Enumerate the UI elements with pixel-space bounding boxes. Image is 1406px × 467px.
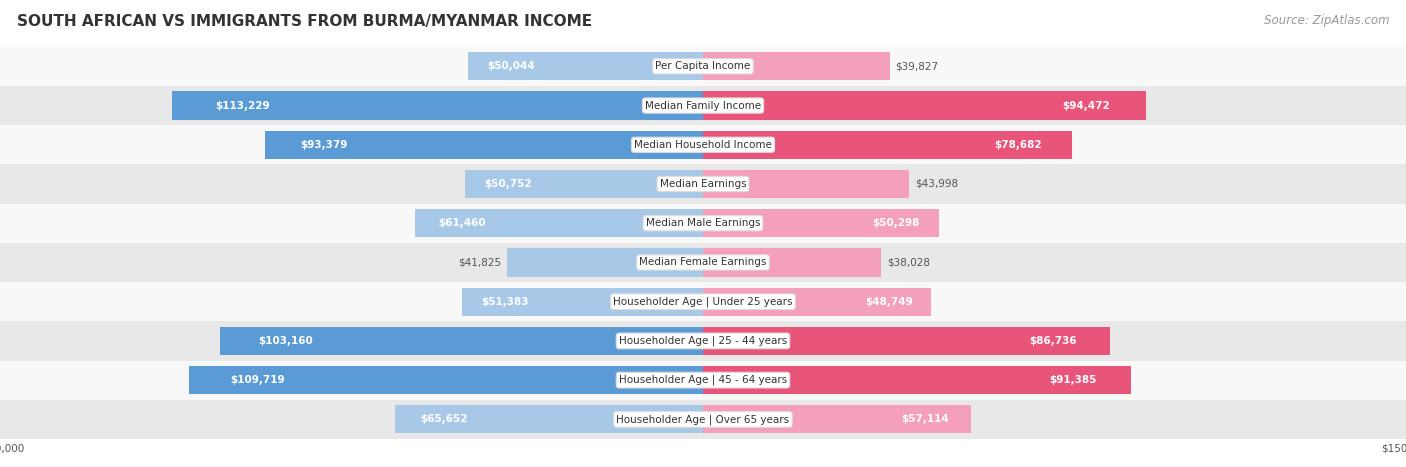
Text: $57,114: $57,114 <box>901 414 949 425</box>
Text: Median Earnings: Median Earnings <box>659 179 747 189</box>
Text: $50,752: $50,752 <box>484 179 531 189</box>
Text: $103,160: $103,160 <box>259 336 314 346</box>
Text: $94,472: $94,472 <box>1063 100 1111 111</box>
Text: $50,298: $50,298 <box>873 218 920 228</box>
Bar <box>0 204 1406 243</box>
Bar <box>703 170 910 198</box>
Text: $51,383: $51,383 <box>481 297 529 307</box>
Text: Median Female Earnings: Median Female Earnings <box>640 257 766 268</box>
Text: Householder Age | Over 65 years: Householder Age | Over 65 years <box>616 414 790 425</box>
Bar <box>173 92 703 120</box>
Text: $113,229: $113,229 <box>215 100 270 111</box>
Bar <box>0 282 1406 321</box>
Bar <box>703 327 1109 355</box>
Bar <box>703 92 1146 120</box>
Bar <box>703 288 931 316</box>
Text: $109,719: $109,719 <box>231 375 284 385</box>
Text: $41,825: $41,825 <box>458 257 502 268</box>
Bar <box>0 243 1406 282</box>
Text: Householder Age | 45 - 64 years: Householder Age | 45 - 64 years <box>619 375 787 385</box>
Bar <box>0 400 1406 439</box>
Bar <box>468 52 703 80</box>
Bar <box>703 52 890 80</box>
Text: Median Family Income: Median Family Income <box>645 100 761 111</box>
Bar <box>0 164 1406 204</box>
Text: Householder Age | Under 25 years: Householder Age | Under 25 years <box>613 297 793 307</box>
Text: $61,460: $61,460 <box>439 218 485 228</box>
Text: $65,652: $65,652 <box>420 414 467 425</box>
Bar <box>219 327 703 355</box>
Text: $38,028: $38,028 <box>887 257 929 268</box>
Text: Source: ZipAtlas.com: Source: ZipAtlas.com <box>1264 14 1389 27</box>
Bar <box>0 86 1406 125</box>
Bar <box>395 405 703 433</box>
Bar <box>415 209 703 237</box>
Bar <box>703 366 1132 394</box>
Bar <box>0 321 1406 361</box>
Bar <box>463 288 703 316</box>
Bar <box>0 125 1406 164</box>
Text: Householder Age | 25 - 44 years: Householder Age | 25 - 44 years <box>619 336 787 346</box>
Text: $39,827: $39,827 <box>896 61 938 71</box>
Text: $93,379: $93,379 <box>301 140 347 150</box>
Bar <box>703 209 939 237</box>
Bar <box>508 248 703 276</box>
Bar <box>465 170 703 198</box>
Text: Per Capita Income: Per Capita Income <box>655 61 751 71</box>
Text: $91,385: $91,385 <box>1050 375 1097 385</box>
Bar <box>0 47 1406 86</box>
Bar <box>266 131 703 159</box>
Text: SOUTH AFRICAN VS IMMIGRANTS FROM BURMA/MYANMAR INCOME: SOUTH AFRICAN VS IMMIGRANTS FROM BURMA/M… <box>17 14 592 29</box>
Text: $78,682: $78,682 <box>994 140 1042 150</box>
Bar <box>0 361 1406 400</box>
Text: $43,998: $43,998 <box>915 179 957 189</box>
Text: $50,044: $50,044 <box>488 61 534 71</box>
Bar <box>188 366 703 394</box>
Bar <box>703 131 1071 159</box>
Text: Median Household Income: Median Household Income <box>634 140 772 150</box>
Text: $48,749: $48,749 <box>866 297 912 307</box>
Bar <box>703 248 882 276</box>
Text: $86,736: $86,736 <box>1029 336 1077 346</box>
Text: Median Male Earnings: Median Male Earnings <box>645 218 761 228</box>
Bar <box>703 405 970 433</box>
